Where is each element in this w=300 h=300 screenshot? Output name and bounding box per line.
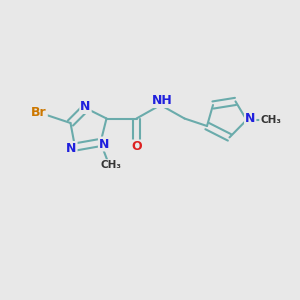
Text: N: N <box>245 112 255 125</box>
Text: CH₃: CH₃ <box>260 115 281 125</box>
Text: CH₃: CH₃ <box>100 160 122 170</box>
Text: N: N <box>66 142 76 155</box>
Text: O: O <box>131 140 142 154</box>
Text: N: N <box>99 137 109 151</box>
Text: N: N <box>80 100 91 113</box>
Text: NH: NH <box>152 94 172 107</box>
Text: Br: Br <box>31 106 47 119</box>
